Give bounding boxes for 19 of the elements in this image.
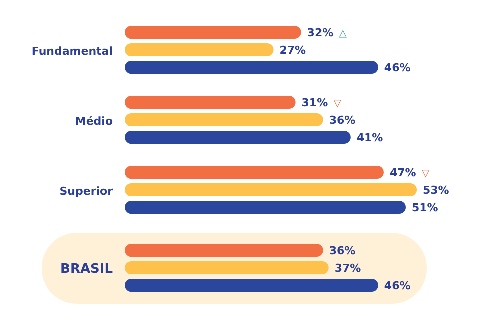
data-label: 36% [329, 114, 356, 127]
annotation: △ [339, 28, 348, 40]
data-label: 47% [390, 166, 416, 180]
data-label: 36% [329, 244, 356, 258]
annotation: ▽ [334, 98, 342, 110]
text: ▽ [422, 168, 430, 180]
data-label: 31% [302, 96, 328, 110]
data-label: 37% [334, 262, 362, 275]
y-tick-label: Médio [75, 115, 114, 128]
data-label: 46% [384, 62, 411, 74]
data-label: 51% [412, 202, 438, 214]
data-label: 32% [307, 26, 334, 40]
data-label: 27% [280, 44, 306, 57]
y-tick-label: Fundamental [32, 45, 113, 58]
y-tick-label: BRASIL [60, 262, 113, 277]
data-label: 46% [384, 280, 411, 292]
y-tick-label: Superior [60, 185, 114, 198]
data-label: 53% [423, 184, 450, 197]
data-label: 41% [356, 132, 384, 144]
